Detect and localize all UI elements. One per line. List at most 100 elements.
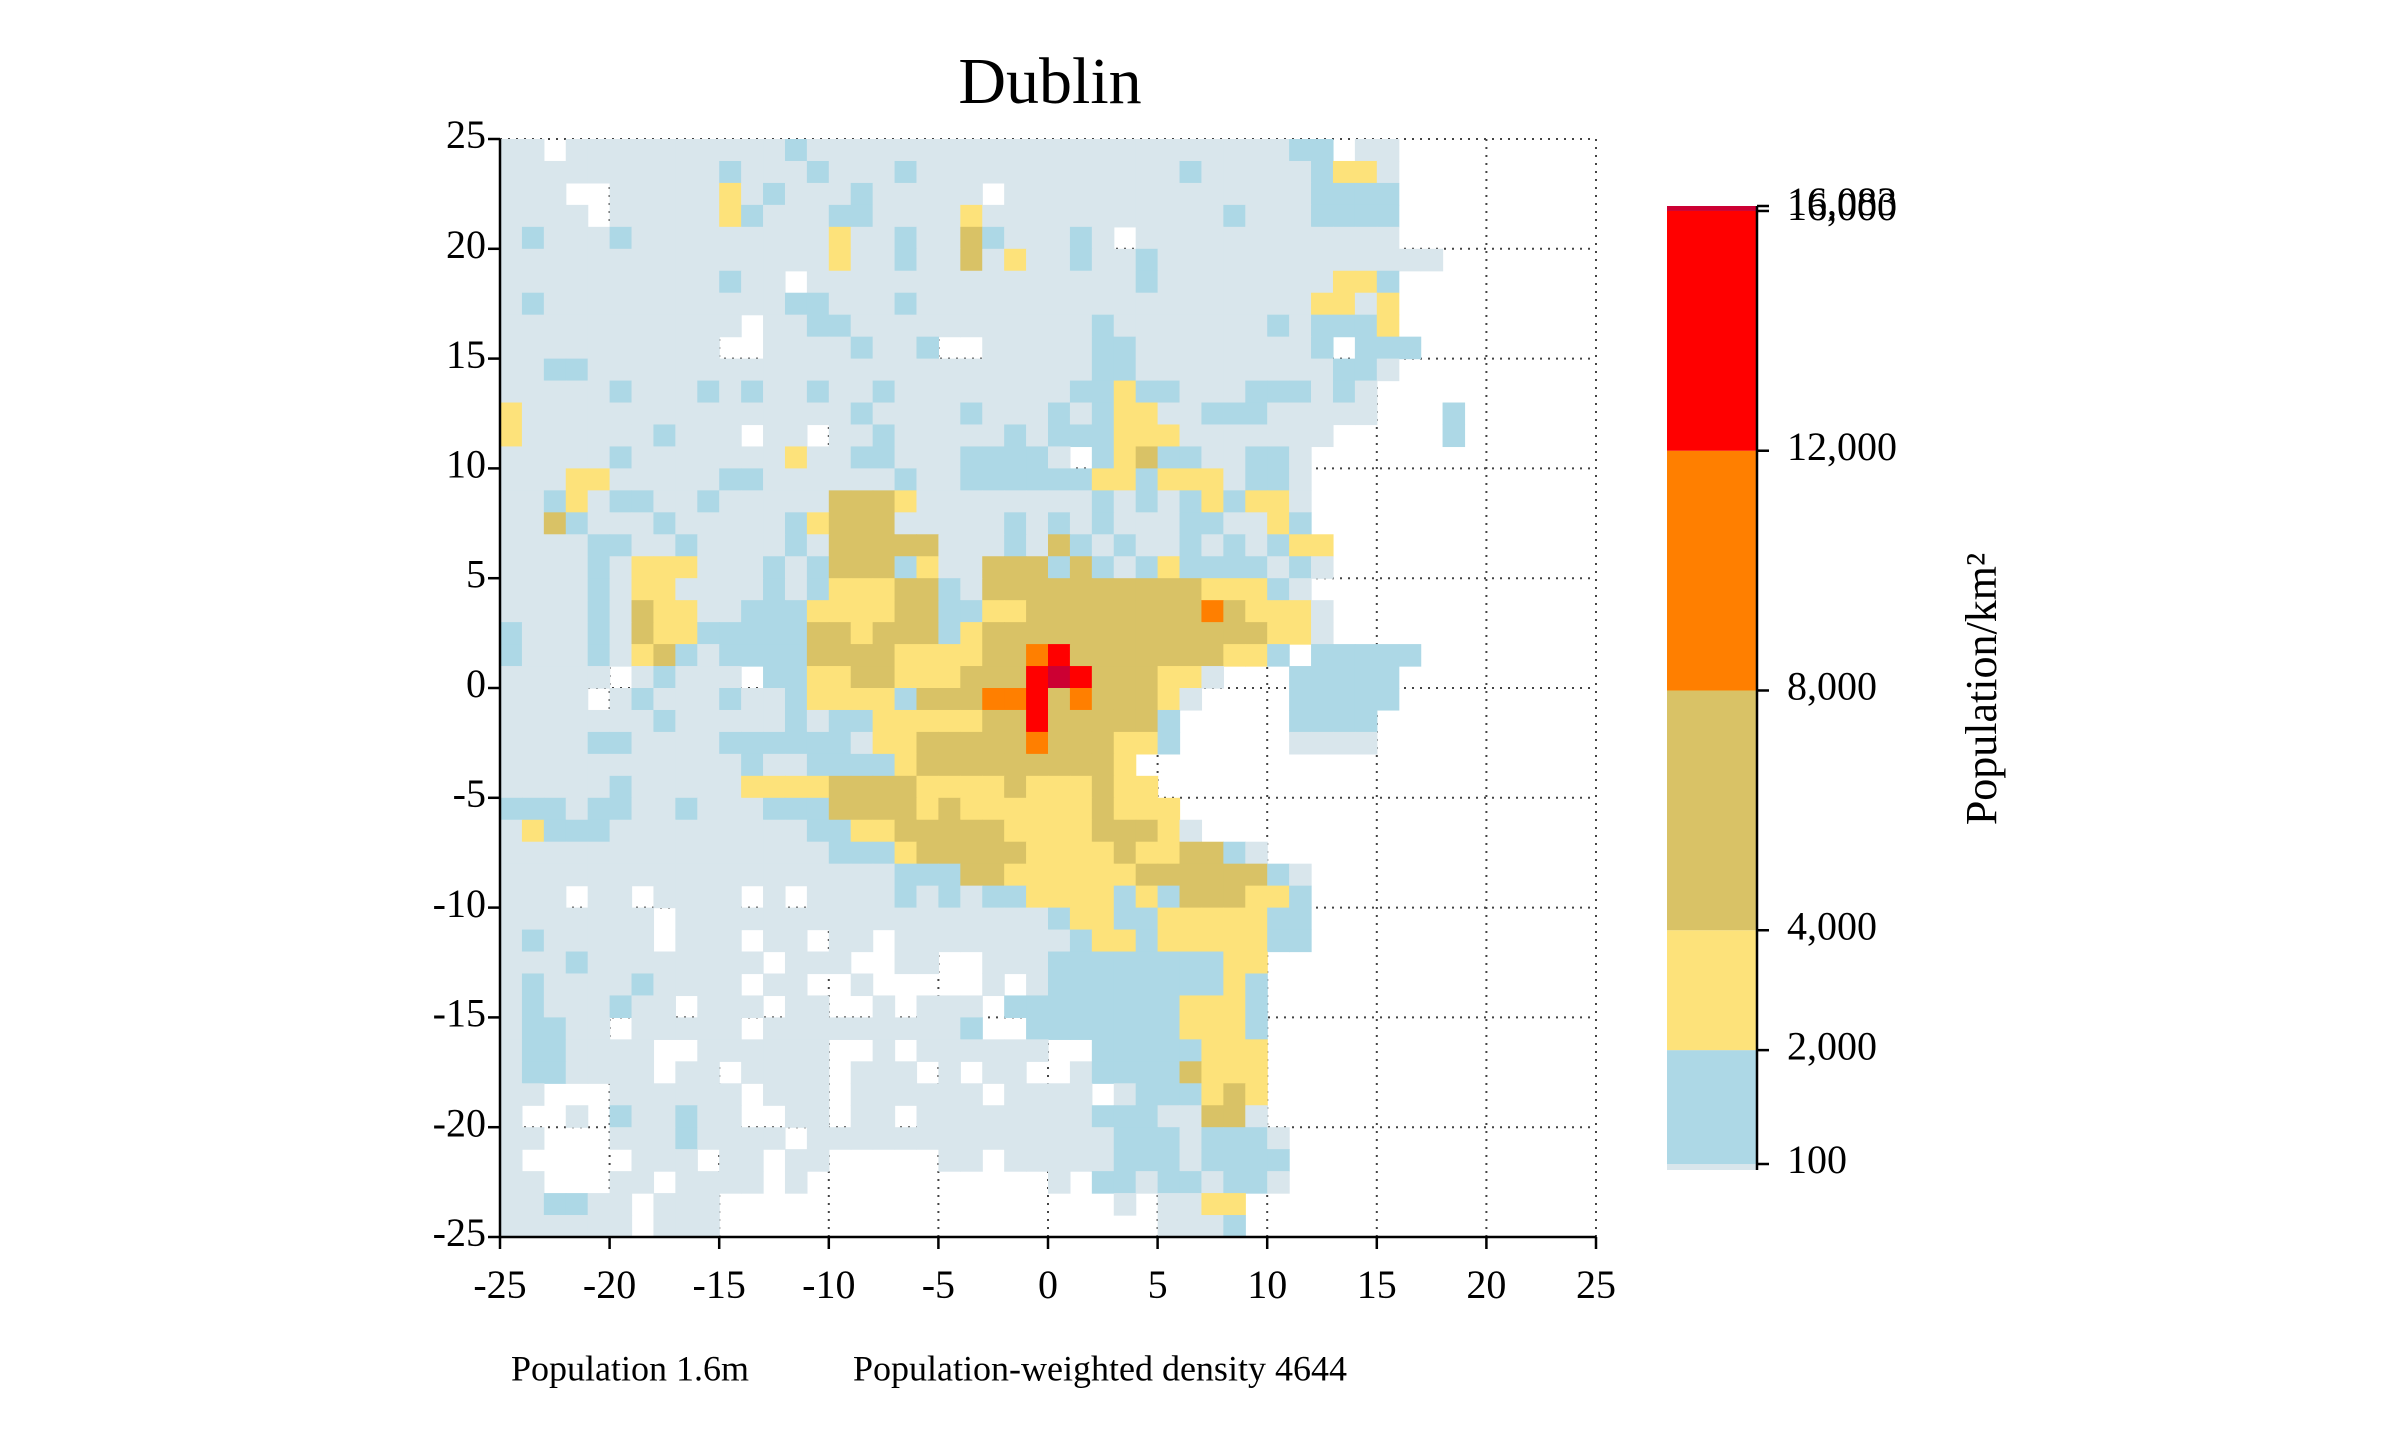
heatmap-cell — [763, 139, 786, 162]
heatmap-cell — [1091, 907, 1115, 931]
heatmap-cell — [850, 204, 874, 228]
heatmap-cell — [1091, 556, 1115, 579]
heatmap-cell — [1267, 490, 1290, 513]
heatmap-cell — [850, 797, 874, 821]
heatmap-cell — [697, 1061, 720, 1084]
heatmap-cell — [1223, 139, 1246, 162]
heatmap-cell — [828, 182, 852, 206]
heatmap-cell — [587, 139, 611, 162]
heatmap-cell — [1245, 402, 1268, 426]
heatmap-cell — [784, 709, 808, 733]
heatmap-cell — [543, 160, 567, 184]
heatmap-cell — [653, 556, 676, 579]
heatmap-cell — [609, 731, 633, 755]
heatmap-cell — [1245, 1061, 1268, 1084]
heatmap-cell — [960, 929, 983, 953]
heatmap-cell — [500, 797, 523, 821]
heatmap-cell — [784, 402, 808, 426]
heatmap-cell — [500, 424, 523, 448]
heatmap-cell — [982, 160, 1005, 184]
heatmap-cell — [806, 797, 830, 821]
heatmap-cell — [565, 929, 589, 953]
heatmap-cell — [1113, 270, 1137, 294]
heatmap-cell — [500, 929, 523, 953]
heatmap-cell — [982, 1039, 1005, 1062]
heatmap-cell — [1026, 534, 1049, 557]
heatmap-cell — [850, 512, 874, 535]
heatmap-cell — [675, 622, 698, 645]
heatmap-cell — [1157, 1039, 1181, 1062]
heatmap-cell — [631, 731, 655, 755]
heatmap-cell — [1048, 995, 1071, 1018]
heatmap-cell — [1113, 666, 1137, 689]
heatmap-cell — [872, 1061, 896, 1084]
heatmap-cell — [1026, 1127, 1049, 1150]
heatmap-cell — [719, 468, 742, 491]
heatmap-cell — [1004, 622, 1027, 645]
heatmap-cell — [719, 797, 742, 821]
heatmap-cell — [1289, 358, 1312, 382]
heatmap-cell — [806, 490, 830, 513]
heatmap-cell — [763, 204, 786, 228]
heatmap-cell — [609, 1061, 633, 1084]
heatmap-cell — [894, 270, 918, 294]
heatmap-cell — [763, 1039, 786, 1062]
heatmap-cell — [653, 402, 676, 426]
heatmap-cell — [1069, 1149, 1093, 1172]
heatmap-cell — [784, 446, 808, 469]
heatmap-cell — [697, 314, 720, 338]
heatmap-cell — [1179, 314, 1203, 338]
heatmap-cell — [1289, 929, 1312, 953]
heatmap-cell — [565, 600, 589, 623]
heatmap-cell — [1113, 819, 1137, 843]
heatmap-cell — [1091, 248, 1115, 272]
heatmap-cell — [521, 1039, 545, 1062]
heatmap-cell — [741, 907, 764, 931]
heatmap-cell — [1113, 446, 1137, 469]
heatmap-cell — [894, 534, 918, 557]
heatmap-cell — [719, 644, 742, 667]
heatmap-cell — [938, 512, 961, 535]
heatmap-cell — [1069, 556, 1093, 579]
heatmap-cell — [675, 182, 698, 206]
heatmap-cell — [1026, 226, 1049, 250]
heatmap-cell — [543, 490, 567, 513]
heatmap-cell — [587, 446, 611, 469]
heatmap-cell — [1267, 292, 1290, 316]
heatmap-cell — [1135, 1105, 1159, 1128]
heatmap-cell — [521, 160, 545, 184]
heatmap-cell — [1048, 424, 1071, 448]
heatmap-cell — [719, 556, 742, 579]
heatmap-cell — [741, 226, 764, 250]
heatmap-cell — [1048, 292, 1071, 316]
heatmap-cell — [1201, 314, 1224, 338]
heatmap-cell — [1135, 644, 1159, 667]
heatmap-cell — [1048, 314, 1071, 338]
heatmap-cell — [1311, 534, 1334, 557]
heatmap-cell — [521, 797, 545, 821]
heatmap-cell — [1004, 336, 1027, 360]
heatmap-cell — [1179, 1171, 1203, 1194]
heatmap-cell — [1223, 402, 1246, 426]
heatmap-cell — [1289, 446, 1312, 469]
heatmap-cell — [806, 270, 830, 294]
heatmap-cell — [806, 1127, 830, 1150]
heatmap-cell — [960, 160, 983, 184]
heatmap-cell — [1157, 182, 1181, 206]
heatmap-cell — [763, 688, 786, 711]
heatmap-cell — [1223, 973, 1246, 997]
heatmap-cell — [938, 885, 961, 909]
heatmap-cell — [1135, 160, 1159, 184]
heatmap-cell — [806, 380, 830, 404]
heatmap-cell — [850, 731, 874, 755]
heatmap-cell — [763, 753, 786, 777]
heatmap-cell — [916, 446, 939, 469]
heatmap-cell — [894, 314, 918, 338]
heatmap-cell — [719, 775, 742, 799]
heatmap-cell — [609, 600, 633, 623]
heatmap-cell — [806, 885, 830, 909]
heatmap-cell — [675, 336, 698, 360]
heatmap-cell — [982, 424, 1005, 448]
heatmap-cell — [1157, 292, 1181, 316]
heatmap-cell — [1135, 775, 1159, 799]
